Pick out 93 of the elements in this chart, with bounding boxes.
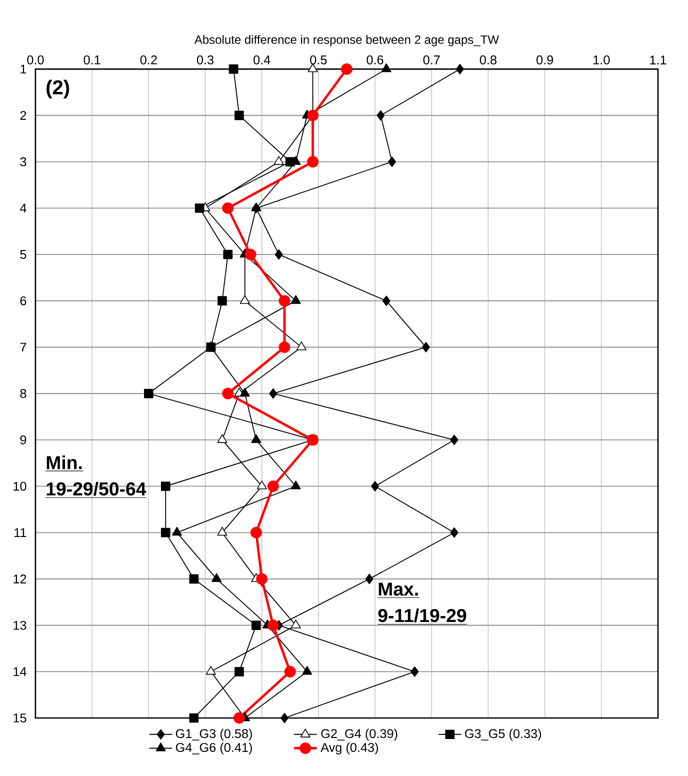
point bbox=[144, 388, 154, 398]
y-tick-label: 10 bbox=[14, 482, 26, 491]
annotation: Min. bbox=[46, 456, 82, 470]
annotation: Max. bbox=[378, 582, 418, 596]
point bbox=[217, 434, 228, 443]
point bbox=[234, 110, 244, 120]
point bbox=[189, 574, 199, 584]
point bbox=[381, 63, 392, 72]
y-tick-label: 7 bbox=[20, 342, 26, 352]
y-tick-label: 5 bbox=[20, 250, 26, 259]
x-tick-label: 0.2 bbox=[140, 55, 157, 64]
point bbox=[450, 434, 458, 446]
point bbox=[302, 666, 312, 675]
x-tick-label: 1.0 bbox=[594, 55, 610, 64]
point bbox=[240, 388, 250, 397]
y-tick-label: 9 bbox=[20, 435, 26, 444]
y-tick-label: 11 bbox=[14, 528, 26, 537]
point bbox=[222, 202, 234, 214]
x-tick-label: 0.3 bbox=[196, 55, 214, 64]
point bbox=[269, 388, 278, 399]
point bbox=[256, 573, 268, 585]
annotation: (2) bbox=[46, 80, 70, 98]
point bbox=[290, 295, 301, 304]
point bbox=[244, 248, 256, 260]
x-tick-label: 0.7 bbox=[423, 55, 440, 64]
point bbox=[222, 388, 234, 400]
x-tick-label: 0.5 bbox=[310, 55, 327, 64]
point bbox=[160, 482, 170, 491]
legend-label: Avg (0.43) bbox=[320, 742, 378, 754]
x-tick-label: 0.6 bbox=[366, 55, 384, 64]
point bbox=[278, 295, 290, 307]
y-tick-label: 4 bbox=[20, 204, 26, 212]
x-tick-label: 0.8 bbox=[480, 55, 496, 64]
point bbox=[284, 666, 296, 678]
point bbox=[234, 666, 244, 676]
point bbox=[341, 63, 352, 75]
y-tick-label: 3 bbox=[20, 157, 26, 166]
y-tick-label: 8 bbox=[20, 389, 26, 398]
y-tick-label: 15 bbox=[14, 714, 26, 722]
point bbox=[290, 480, 301, 490]
point bbox=[371, 481, 380, 492]
point bbox=[189, 713, 199, 723]
point bbox=[274, 249, 283, 260]
point bbox=[307, 110, 319, 122]
point bbox=[256, 480, 267, 490]
point bbox=[267, 620, 279, 632]
y-tick-label: 12 bbox=[14, 574, 26, 584]
x-tick-label: 0.9 bbox=[536, 55, 554, 64]
point bbox=[250, 526, 262, 538]
point bbox=[376, 110, 385, 121]
legend-label: G4_G6 (0.41) bbox=[176, 742, 252, 754]
point bbox=[228, 64, 238, 74]
point bbox=[217, 526, 228, 536]
point bbox=[267, 480, 279, 492]
y-tick-label: 1 bbox=[20, 64, 26, 74]
legend-label: G2_G4 (0.39) bbox=[321, 728, 398, 741]
point bbox=[388, 156, 396, 167]
x-axis-title: Absolute difference in response between 2 age gaps_TW bbox=[194, 35, 499, 46]
point bbox=[218, 296, 227, 306]
annotation: 9-11/19-29 bbox=[378, 608, 466, 622]
point bbox=[422, 342, 430, 352]
point bbox=[365, 574, 374, 584]
point bbox=[450, 527, 458, 538]
legend-label: G1_G3 (0.58) bbox=[176, 728, 252, 741]
point bbox=[296, 341, 306, 350]
point bbox=[172, 526, 182, 536]
x-tick-label: 1.1 bbox=[650, 56, 666, 64]
point bbox=[206, 666, 216, 675]
point bbox=[223, 250, 233, 260]
point bbox=[280, 712, 288, 724]
point bbox=[382, 296, 390, 306]
point bbox=[194, 203, 204, 213]
x-tick-label: 0.4 bbox=[254, 55, 270, 64]
point bbox=[240, 295, 250, 304]
point bbox=[456, 64, 464, 74]
point bbox=[290, 620, 301, 628]
point bbox=[307, 156, 319, 168]
legend-label: G3_G5 (0.33) bbox=[465, 728, 542, 741]
x-tick-label: 0.0 bbox=[27, 55, 44, 64]
point bbox=[274, 156, 284, 165]
y-tick-label: 14 bbox=[14, 667, 26, 676]
point bbox=[233, 712, 245, 724]
x-tick-label: 0.1 bbox=[84, 55, 100, 64]
point bbox=[410, 666, 419, 677]
point bbox=[251, 434, 262, 443]
annotation: 19-29/50-64 bbox=[46, 482, 146, 496]
y-tick-label: 13 bbox=[14, 620, 26, 630]
point bbox=[212, 573, 222, 582]
point bbox=[278, 341, 290, 353]
y-tick-label: 2 bbox=[20, 111, 26, 120]
point bbox=[252, 620, 261, 630]
point bbox=[160, 528, 170, 538]
y-tick-label: 6 bbox=[20, 296, 26, 306]
